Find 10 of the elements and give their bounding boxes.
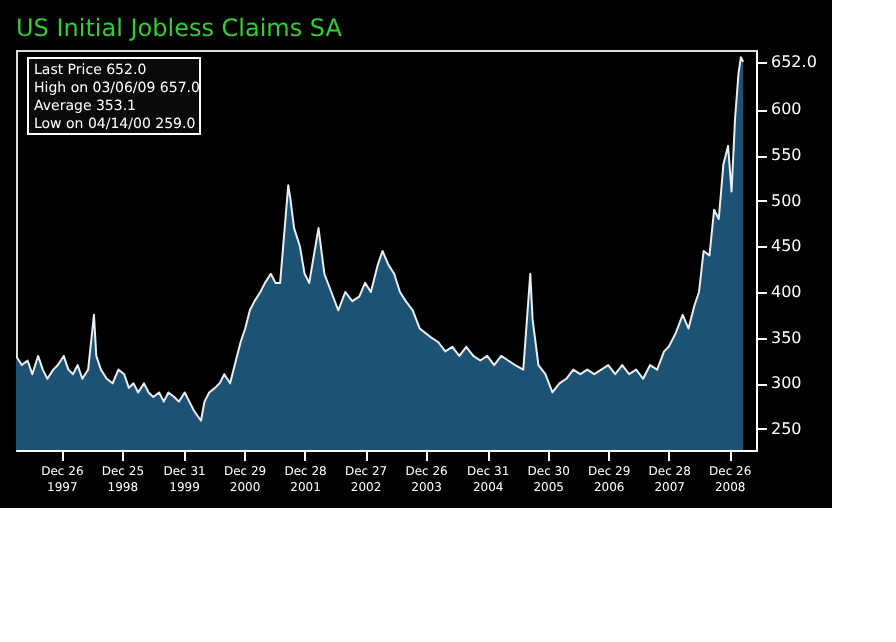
y-tick-label: 500: [771, 191, 802, 210]
y-tick-label: 350: [771, 328, 802, 347]
y-tick-label: 550: [771, 146, 802, 165]
y-tick-label: 652.0: [771, 52, 817, 71]
y-tick-label: 600: [771, 100, 802, 119]
chart-title: US Initial Jobless Claims SA: [16, 14, 344, 42]
y-tick-label: 450: [771, 237, 802, 256]
y-tick-label: 250: [771, 420, 802, 438]
y-tick-label: 300: [771, 374, 802, 393]
y-tick-label: 400: [771, 283, 802, 302]
